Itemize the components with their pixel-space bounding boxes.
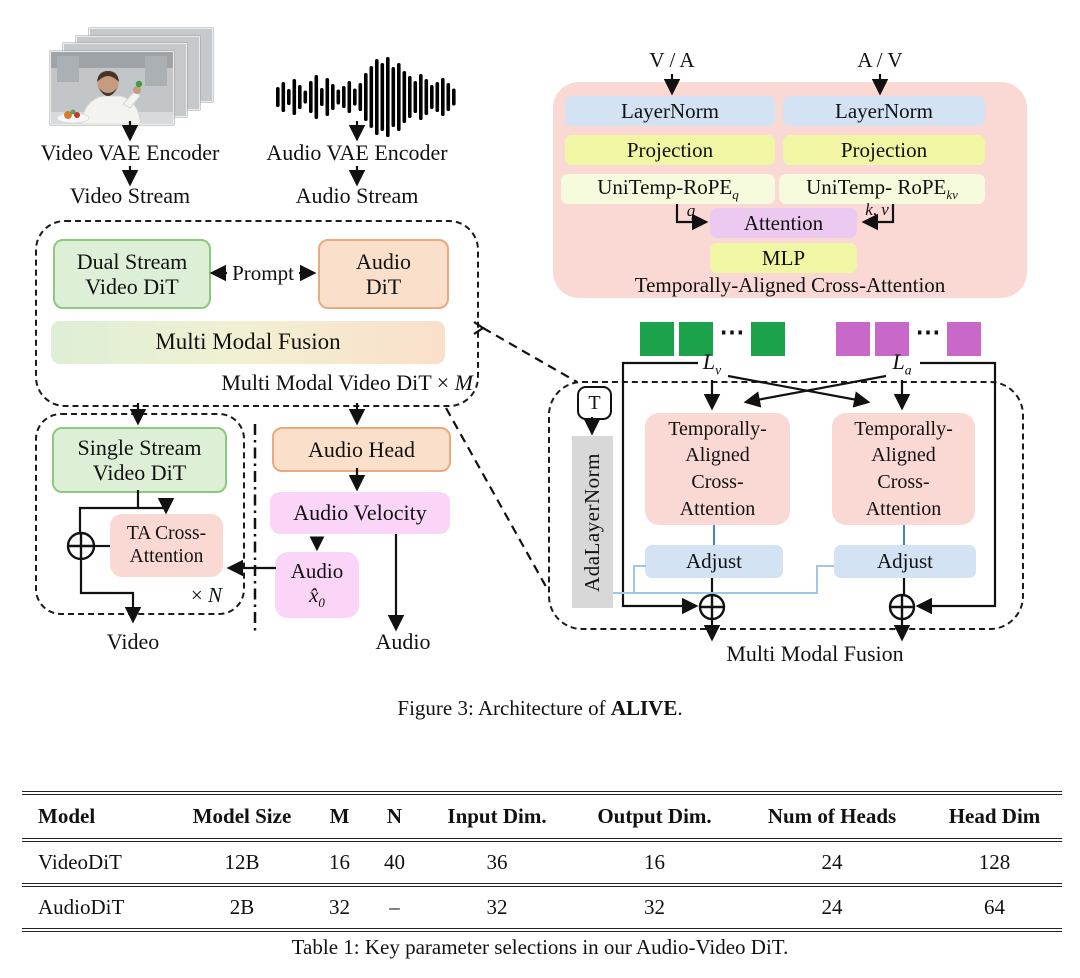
kv-arrow-label: k, v [865,200,889,219]
col-header: Input Dim. [422,793,572,842]
dual-stream-video-dit-box: Dual Stream Video DiT [53,239,211,309]
table-cell: 24 [737,840,927,887]
lv-label: Lv [702,349,722,378]
audio-output-label: Audio [375,629,431,654]
table-cell: 16 [312,840,367,887]
video-token-square [679,322,713,356]
audio-token-square [947,322,981,356]
col-header: Model [22,793,172,842]
video-output-label: Video [106,629,160,654]
la-label: La [892,349,912,378]
multimodal-dit-repeat-label: Multi Modal Video DiT × M [221,370,473,395]
parameters-table: Model Model Size M N Input Dim. Output D… [22,791,1062,932]
chef-scene-image [51,52,173,125]
table-cell: 32 [486,895,508,919]
col-header: N [367,793,422,842]
ta-cross-attention-box: TA Cross- Attention [110,514,223,577]
unitemp-rope-kv-box: UniTemp- RoPEkv [779,174,985,204]
single-stream-video-dit-box: Single Stream Video DiT [52,427,227,493]
table-cell: 2B [229,895,255,919]
table-row: VideoDiT 12B 16 40 36 16 24 128 [22,840,1062,887]
mlp-box: MLP [710,243,857,273]
layernorm-right-box: LayerNorm [783,96,985,126]
table-caption: Table 1: Key parameter selections in our… [291,935,789,959]
table-cell: 32 [329,895,350,919]
video-vae-encoder-label: Video VAE Encoder [40,140,220,165]
audio-head-box: Audio Head [272,427,451,472]
audio-waveform-icon [276,57,456,137]
audio-vae-encoder-label: Audio VAE Encoder [266,140,448,165]
taca-left-box: Temporally- Aligned Cross- Attention [645,413,790,525]
table-header-row: Model Model Size M N Input Dim. Output D… [22,793,1062,842]
table-cell: 24 [821,895,843,919]
taca-panel-caption: Temporally-Aligned Cross-Attention [634,273,946,297]
audio-velocity-box: Audio Velocity [270,492,450,534]
projection-left-box: Projection [565,135,775,165]
table-cell: 128 [927,840,1062,887]
table-cell: VideoDiT [22,840,172,887]
unitemp-rope-q-box: UniTemp-RoPEq [561,174,775,204]
col-header: Model Size [172,793,312,842]
table-cell: 40 [367,840,422,887]
table-cell: – [389,895,400,919]
adalayernorm-box: AdaLayerNorm [572,436,613,608]
col-header: Num of Heads [737,793,927,842]
multimodal-dit-block [35,220,479,407]
adjust-left-box: Adjust [645,545,783,578]
col-header: Output Dim. [572,793,737,842]
taca-right-box: Temporally- Aligned Cross- Attention [832,413,975,525]
table-cell: 64 [984,895,1005,919]
attention-box: Attention [710,208,857,238]
video-frames-thumbnail [50,28,215,125]
q-arrow-label: q [686,201,696,220]
adjust-right-box: Adjust [834,545,976,578]
audio-dit-box: Audio DiT [318,239,449,309]
va-input-label: V / A [649,48,695,72]
table-row: AudioDiT 2B 32 – 32 32 24 64 [22,885,1062,930]
av-input-label: A / V [857,48,903,72]
table-cell: AudioDiT [38,895,125,919]
table-cell: 32 [644,895,665,919]
video-stream-label: Video Stream [69,183,191,208]
video-token-square [640,322,674,356]
video-frame-front [50,51,174,125]
projection-right-box: Projection [783,135,985,165]
audio-stream-label: Audio Stream [295,183,419,208]
figure-caption: Figure 3: Architecture of ALIVE. [397,696,683,720]
table-cell: 12B [172,840,312,887]
video-token-ellipsis: ⋯ [719,319,745,346]
audio-x0-box: Audio x̂0 [275,552,359,618]
audio-token-square [875,322,909,356]
multi-modal-fusion-box: Multi Modal Fusion [51,321,445,364]
audio-token-square [836,322,870,356]
col-header: Head Dim [927,793,1062,842]
col-header: M [312,793,367,842]
prompt-label: Prompt [232,261,294,285]
video-token-square [751,322,785,356]
layernorm-left-box: LayerNorm [565,96,775,126]
fusion-detail-caption: Multi Modal Fusion [726,641,904,666]
single-stream-repeat-label: × N [190,583,222,607]
audio-token-ellipsis: ⋯ [915,319,941,346]
table-cell: 36 [422,840,572,887]
timestep-t-box: T [577,386,612,420]
table-cell: 16 [572,840,737,887]
